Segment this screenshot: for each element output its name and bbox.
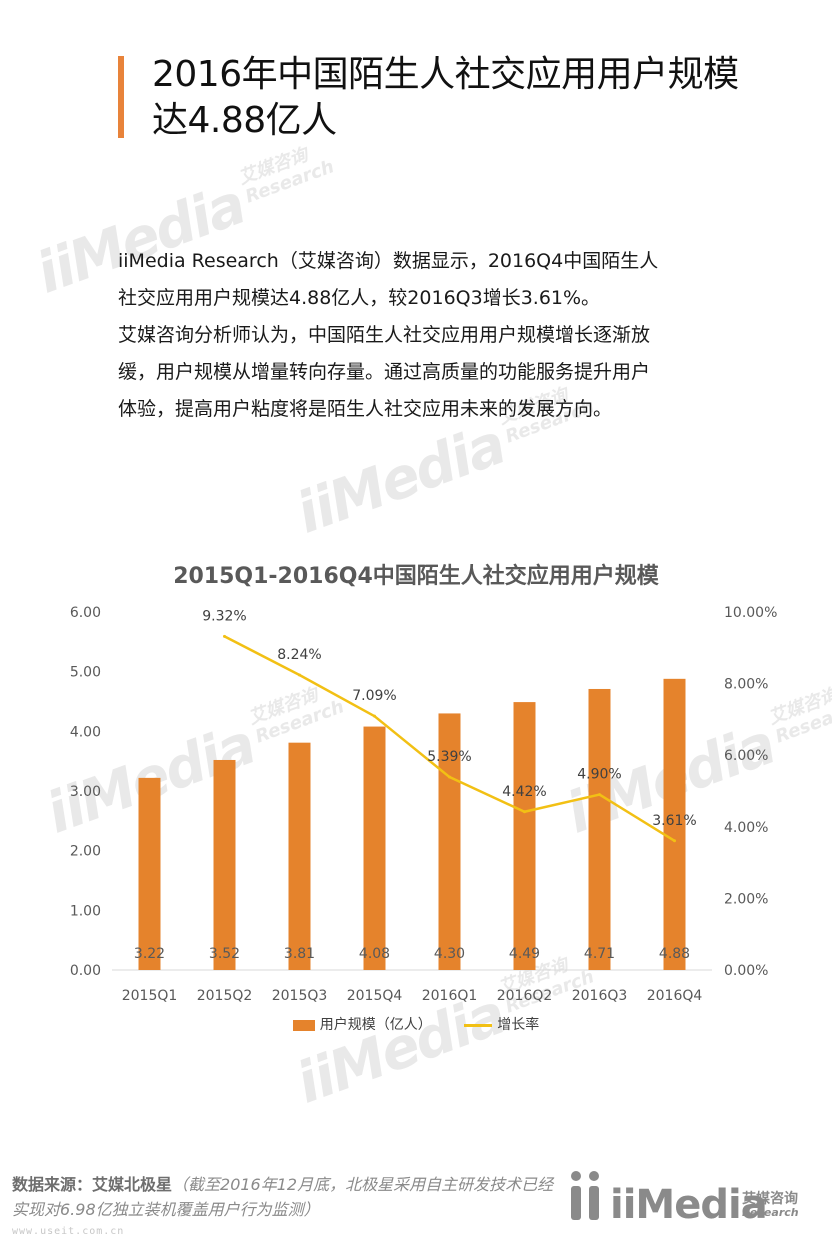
- y-right-tick-label: 4.00%: [724, 820, 768, 836]
- legend-bar-swatch: [292, 1019, 315, 1031]
- x-tick-label: 2016Q2: [497, 988, 553, 1004]
- summary-text: iiMedia Research（艾媒咨询）数据显示，2016Q4中国陌生人 社…: [118, 243, 728, 428]
- growth-rate-point: [373, 714, 376, 718]
- summary-line: 体验，提高用户粘度将是陌生人社交应用未来的发展方向。: [118, 398, 613, 420]
- y-left-tick-label: 5.00: [70, 665, 101, 681]
- growth-rate-label: 7.09%: [352, 688, 396, 704]
- source-note: （截至2016年12月底，北极星采用自主研发技术已经实现对6.98亿独立装机覆盖…: [12, 1175, 554, 1219]
- page-title-line-2: 达4.88亿人: [152, 100, 337, 141]
- growth-rate-point: [523, 810, 526, 814]
- brand-logo: iiMedia 艾媒咨询 Research: [566, 1168, 826, 1228]
- y-right-tick-label: 0.00%: [724, 963, 768, 979]
- growth-rate-point: [598, 793, 601, 797]
- bar-value-label: 3.52: [209, 946, 240, 962]
- y-right-tick-label: 8.00%: [724, 677, 768, 693]
- bar-value-label: 4.30: [434, 946, 465, 962]
- legend-bar-label: 用户规模（亿人）: [319, 1017, 432, 1033]
- growth-rate-label: 3.61%: [652, 813, 696, 829]
- site-url: www.useit.com.cn: [12, 1226, 125, 1237]
- x-tick-label: 2015Q2: [197, 988, 253, 1004]
- bar: [363, 726, 386, 970]
- logo-word: iiMedia: [610, 1182, 768, 1228]
- y-left-tick-label: 0.00: [70, 963, 101, 979]
- logo-en: Research: [742, 1206, 799, 1219]
- bar-value-label: 4.71: [584, 946, 615, 962]
- bar: [288, 742, 311, 970]
- summary-line: 社交应用用户规模达4.88亿人，较2016Q3增长3.61%。: [118, 287, 601, 309]
- bar: [438, 713, 461, 970]
- y-left-tick-label: 1.00: [70, 903, 101, 919]
- bar: [588, 688, 611, 970]
- growth-rate-label: 9.32%: [202, 608, 246, 624]
- summary-line: 缓，用户规模从增量转向存量。通过高质量的功能服务提升用户: [118, 361, 651, 383]
- y-left-tick-label: 3.00: [70, 784, 101, 800]
- logo-dots-icon: [571, 1171, 599, 1220]
- growth-rate-point: [223, 634, 226, 638]
- x-tick-label: 2016Q4: [647, 988, 703, 1004]
- bar: [138, 777, 161, 970]
- page-title-line-1: 2016年中国陌生人社交应用用户规模: [152, 54, 739, 95]
- growth-rate-point: [673, 839, 676, 843]
- x-tick-label: 2016Q1: [422, 988, 478, 1004]
- y-left-tick-label: 4.00: [70, 724, 101, 740]
- bar: [663, 678, 686, 970]
- bar-value-label: 3.22: [134, 946, 165, 962]
- y-right-tick-label: 6.00%: [724, 748, 768, 764]
- data-source: 数据来源：艾媒北极星（截至2016年12月底，北极星采用自主研发技术已经实现对6…: [12, 1172, 560, 1222]
- y-right-tick-label: 2.00%: [724, 891, 768, 907]
- x-tick-label: 2015Q3: [272, 988, 328, 1004]
- x-tick-label: 2016Q3: [572, 988, 628, 1004]
- bar: [513, 702, 536, 970]
- growth-rate-label: 4.90%: [577, 767, 621, 783]
- growth-rate-label: 4.42%: [502, 784, 546, 800]
- legend-line-label: 增长率: [497, 1017, 540, 1033]
- growth-rate-label: 5.39%: [427, 749, 471, 765]
- legend-line-swatch: [464, 1023, 493, 1027]
- growth-rate-point: [448, 775, 451, 779]
- title-accent-bar: [118, 56, 124, 138]
- bar-value-label: 4.88: [659, 946, 690, 962]
- bar-value-label: 3.81: [284, 946, 315, 962]
- chart-legend: 用户规模（亿人） 增长率: [0, 1014, 832, 1034]
- user-scale-chart: 0.00 1.00 2.00 3.00 4.00 5.00 6.00 0.00% 2.00% 4.…: [70, 605, 778, 1004]
- y-left-tick-label: 6.00: [70, 605, 101, 621]
- summary-line: iiMedia Research（艾媒咨询）数据显示，2016Q4中国陌生人: [118, 250, 659, 272]
- summary-line: 艾媒咨询分析师认为，中国陌生人社交应用用户规模增长逐渐放: [118, 324, 651, 346]
- logo-cn: 艾媒咨询: [742, 1191, 798, 1207]
- legend-item-line: 增长率: [464, 1014, 539, 1034]
- legend-item-bar: 用户规模（亿人）: [292, 1014, 432, 1034]
- source-label: 数据来源：艾媒北极星: [12, 1175, 173, 1194]
- bar-value-label: 4.49: [509, 946, 540, 962]
- chart-title: 2015Q1-2016Q4中国陌生人社交应用用户规模: [173, 564, 659, 589]
- growth-rate-label: 8.24%: [277, 647, 321, 663]
- bar: [213, 759, 236, 970]
- y-right-tick-label: 10.00%: [724, 605, 777, 621]
- x-tick-label: 2015Q4: [347, 988, 403, 1004]
- x-tick-label: 2015Q1: [122, 988, 178, 1004]
- y-left-tick-label: 2.00: [70, 844, 101, 860]
- growth-rate-point: [298, 673, 301, 677]
- bar-value-label: 4.08: [359, 946, 390, 962]
- page-title: 2016年中国陌生人社交应用用户规模 达4.88亿人: [152, 52, 792, 144]
